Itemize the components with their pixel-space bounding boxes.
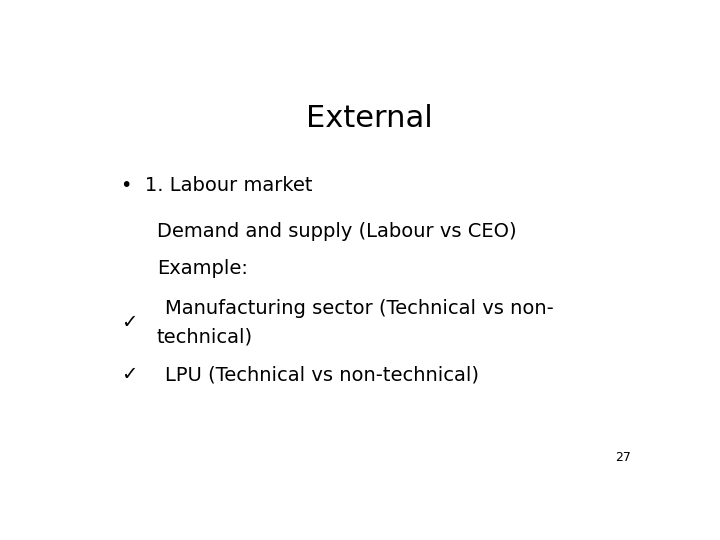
Text: Demand and supply (Labour vs CEO): Demand and supply (Labour vs CEO) <box>157 221 516 241</box>
Text: External: External <box>305 104 433 133</box>
Text: ✓: ✓ <box>121 313 137 332</box>
Text: technical): technical) <box>157 328 253 347</box>
Text: Manufacturing sector (Technical vs non-: Manufacturing sector (Technical vs non- <box>166 299 554 318</box>
Text: 27: 27 <box>616 451 631 464</box>
Text: Graw: Graw <box>19 504 37 509</box>
Text: Example:: Example: <box>157 259 248 278</box>
Text: Mc: Mc <box>22 491 35 500</box>
Text: Education: Education <box>19 525 38 530</box>
Text: •  1. Labour market: • 1. Labour market <box>121 176 312 195</box>
Text: Hill: Hill <box>22 513 35 522</box>
Text: LPU (Technical vs non-technical): LPU (Technical vs non-technical) <box>166 365 480 384</box>
Text: ✓: ✓ <box>121 365 137 384</box>
